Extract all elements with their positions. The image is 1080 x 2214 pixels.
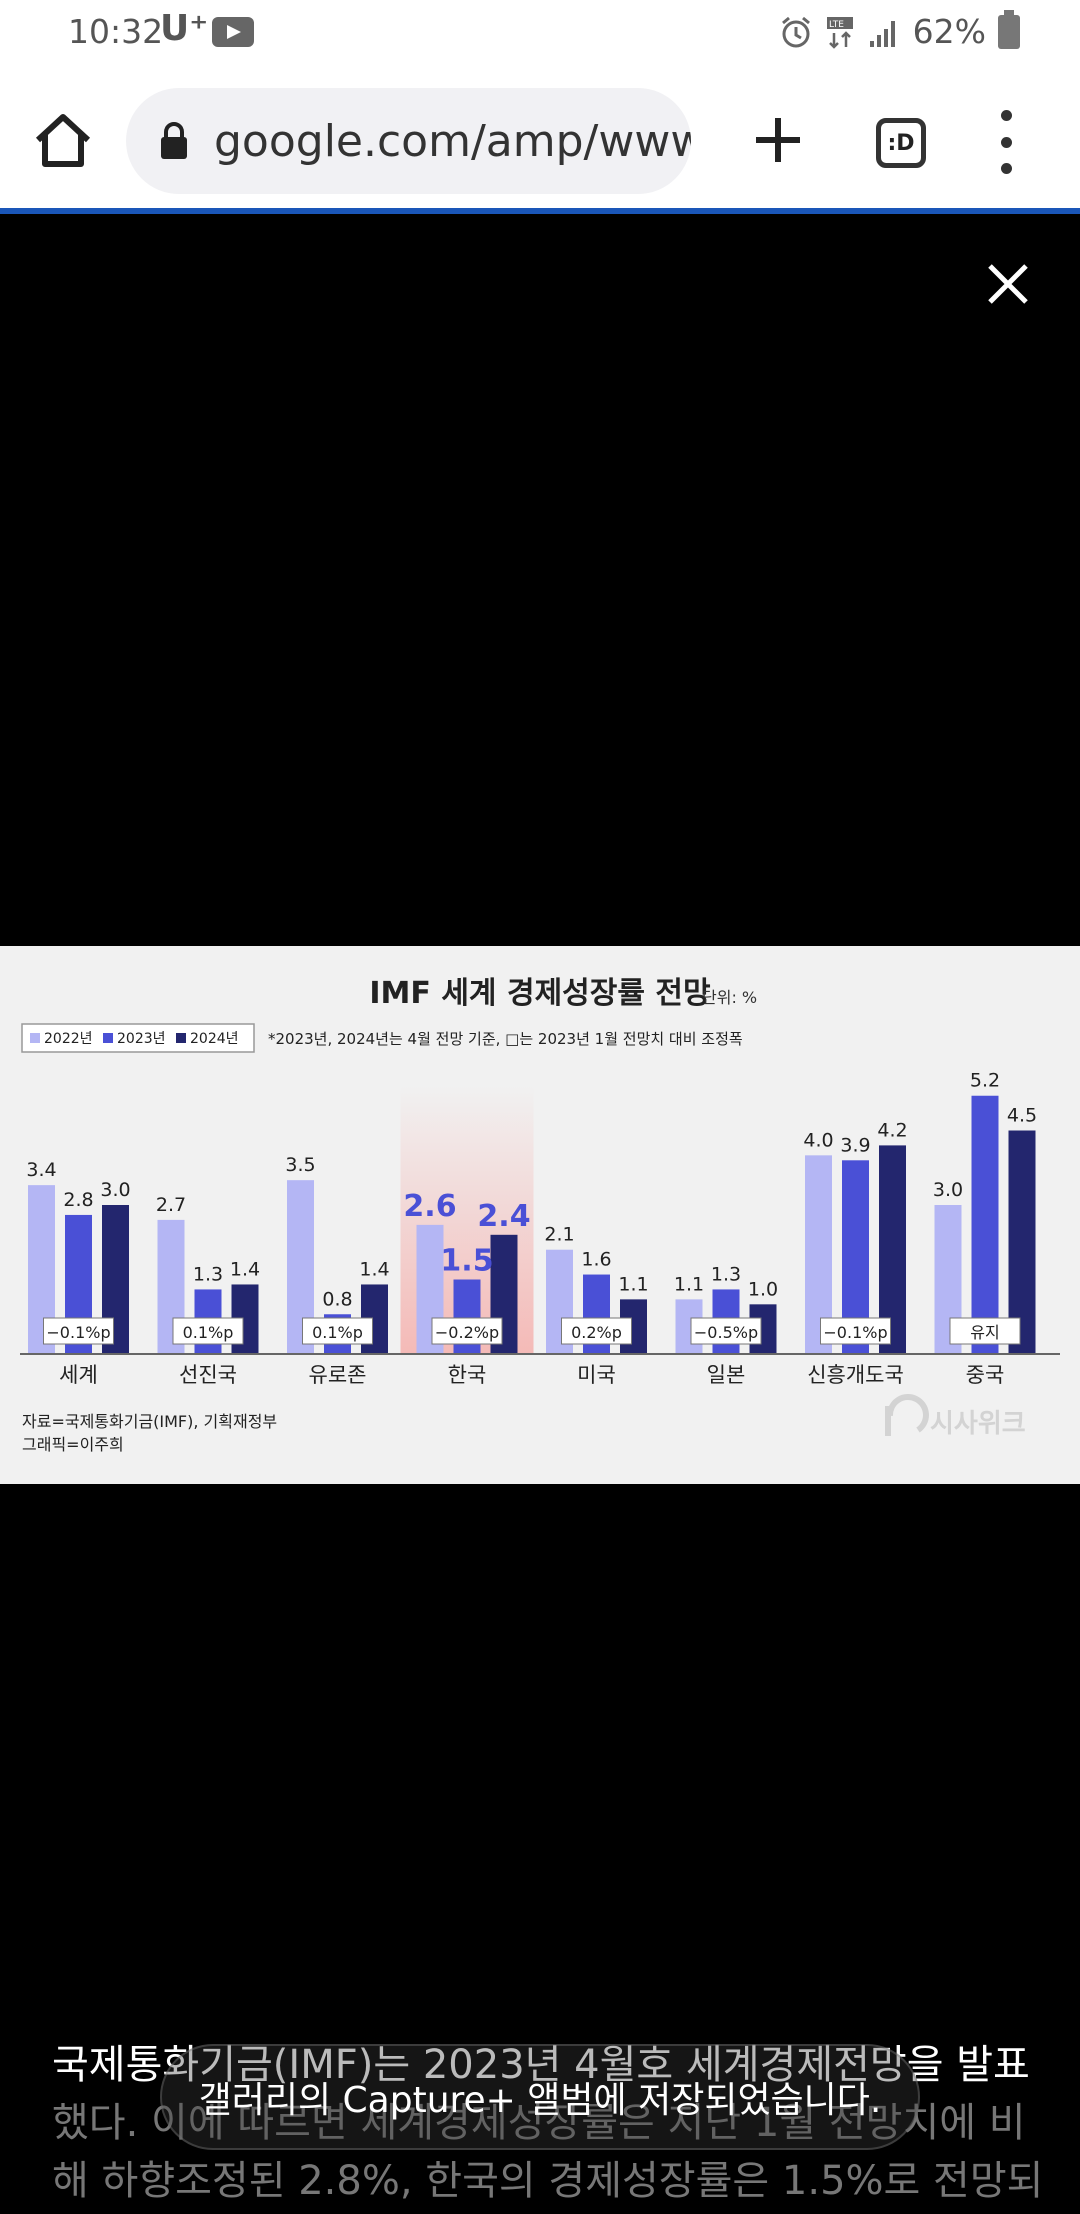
capture-saved-toast: 갤러리의 Capture+ 앨범에 저장되었습니다. [160,2044,920,2150]
data-label: 3.0 [100,1179,130,1201]
data-label: 3.9 [840,1134,870,1156]
data-label: 1.3 [711,1263,741,1285]
watermark-text: 시사위크 [930,1409,1026,1439]
youtube-icon [212,17,254,47]
chart-title: IMF 세계 경제성장률 전망 [369,976,711,1011]
data-label: 4.2 [877,1119,907,1141]
battery-icon [998,9,1020,49]
bar [971,1095,999,1354]
legend-swatch [103,1033,113,1043]
adjustment-box [302,1317,373,1345]
carrier-label: U⁺ [160,8,209,49]
data-label: 3.5 [285,1154,315,1176]
url-text: google.com/amp/www [214,115,691,167]
status-bar: 10:32 U⁺ LTE 62% [0,0,1080,66]
data-label: 3.4 [26,1159,56,1181]
page-load-progress [0,208,1080,214]
data-label: 2.4 [477,1199,530,1234]
more-vert-icon[interactable] [992,110,1020,174]
data-label: 1.4 [359,1258,389,1280]
status-icons: LTE 62% [779,9,1020,51]
lte-icon: LTE [826,16,853,49]
source-note: 자료=국제통화기금(IMF), 기획재정부 [22,1412,277,1431]
category-label: 미국 [577,1363,616,1387]
growth-chart: IMF 세계 경제성장률 전망 단위: % 2022년 2023년 2024년 *2… [20,976,1060,1454]
data-label: 2.7 [156,1194,186,1216]
data-label: 1.4 [230,1258,260,1280]
adjustment-box [561,1317,632,1345]
data-label: 1.1 [674,1273,704,1295]
adjustment-box [172,1317,244,1345]
signal-icon [869,20,895,47]
adjustment-box [949,1317,1021,1345]
data-label: 0.8 [322,1288,352,1310]
caption-line: 해 하향조정된 2.8%, 한국의 경제성장률은 1.5%로 전망되 [52,2158,1044,2204]
svg-text:LTE: LTE [829,20,844,30]
chart-note: *2023년, 2024년는 4월 전망 기준, □는 2023년 1월 전망치… [268,1030,743,1048]
adjustment-label: −0.2%p [435,1323,499,1342]
caption-line: 국제통화기금(IMF)는 2023년 4월호 세계경제전망을 발표 [52,2042,1030,2088]
home-icon[interactable] [30,108,96,174]
browser-toolbar: google.com/amp/www :D [0,66,1080,210]
adjustment-label: 0.1%p [183,1323,234,1342]
category-label: 중국 [966,1363,1005,1387]
data-label: 3.0 [933,1179,963,1201]
data-label: 2.8 [63,1189,93,1211]
credit-note: 그래픽=이주희 [22,1435,124,1454]
article-caption: 국제통화기금(IMF)는 2023년 4월호 세계경제전망을 발표 했다. 이에… [52,2036,1052,2210]
adjustment-box [820,1317,891,1345]
url-bar[interactable]: google.com/amp/www [126,88,691,194]
legend-label: 2022년 [44,1031,93,1047]
legend-box [21,1023,255,1053]
data-label: 4.0 [803,1129,833,1151]
battery-percent: 62% [912,12,986,51]
category-label: 일본 [707,1363,746,1387]
data-label: 1.5 [440,1244,493,1279]
adjustment-label: 0.1%p [312,1323,363,1342]
adjustment-label: 유지 [970,1323,999,1342]
plus-icon[interactable] [748,110,808,170]
data-label: 1.3 [193,1263,223,1285]
legend: 2022년 2023년 2024년 [30,1031,239,1047]
adjustment-box [690,1317,762,1345]
data-label: 2.6 [403,1189,456,1224]
watermark-logo: 시사위크 [885,1394,1026,1439]
chart-figure: IMF 세계 경제성장률 전망 단위: % 2022년 2023년 2024년 *2… [0,946,1080,1484]
chart-unit-label: 단위: % [702,988,757,1007]
tab-switcher-label: :D [887,130,915,156]
legend-swatch [176,1033,186,1043]
adjustment-box [431,1317,503,1345]
category-label: 선진국 [179,1363,237,1387]
alarm-icon [781,16,810,47]
caption-line: 했다. 이에 따르면 세계경제성장률은 지난 1월 전망치에 비 [52,2100,1026,2146]
bar [1008,1130,1036,1354]
data-label: 5.2 [970,1070,1000,1092]
category-label: 한국 [448,1363,487,1387]
data-label: 2.1 [544,1224,574,1246]
data-label: 1.6 [581,1249,611,1271]
adjustment-label: −0.5%p [694,1323,758,1342]
category-label: 세계 [59,1363,98,1387]
legend-label: 2024년 [190,1031,239,1047]
status-time: 10:32 [68,12,164,51]
close-icon[interactable] [986,262,1030,306]
adjustment-label: −0.1%p [823,1323,887,1342]
category-label: 유로존 [309,1363,367,1387]
adjustment-box [43,1317,114,1345]
data-label: 1.0 [748,1278,778,1300]
data-label: 1.1 [618,1273,648,1295]
adjustment-label: 0.2%p [571,1323,622,1342]
data-label: 4.5 [1007,1105,1037,1127]
category-label: 신흥개도국 [807,1363,904,1387]
legend-swatch [30,1033,40,1043]
lock-icon [161,122,187,159]
tab-switcher-button[interactable]: :D [876,118,926,168]
adjustment-label: −0.1%p [46,1323,110,1342]
legend-label: 2023년 [117,1031,166,1047]
toast-message: 갤러리의 Capture+ 앨범에 저장되었습니다. [198,2080,882,2121]
